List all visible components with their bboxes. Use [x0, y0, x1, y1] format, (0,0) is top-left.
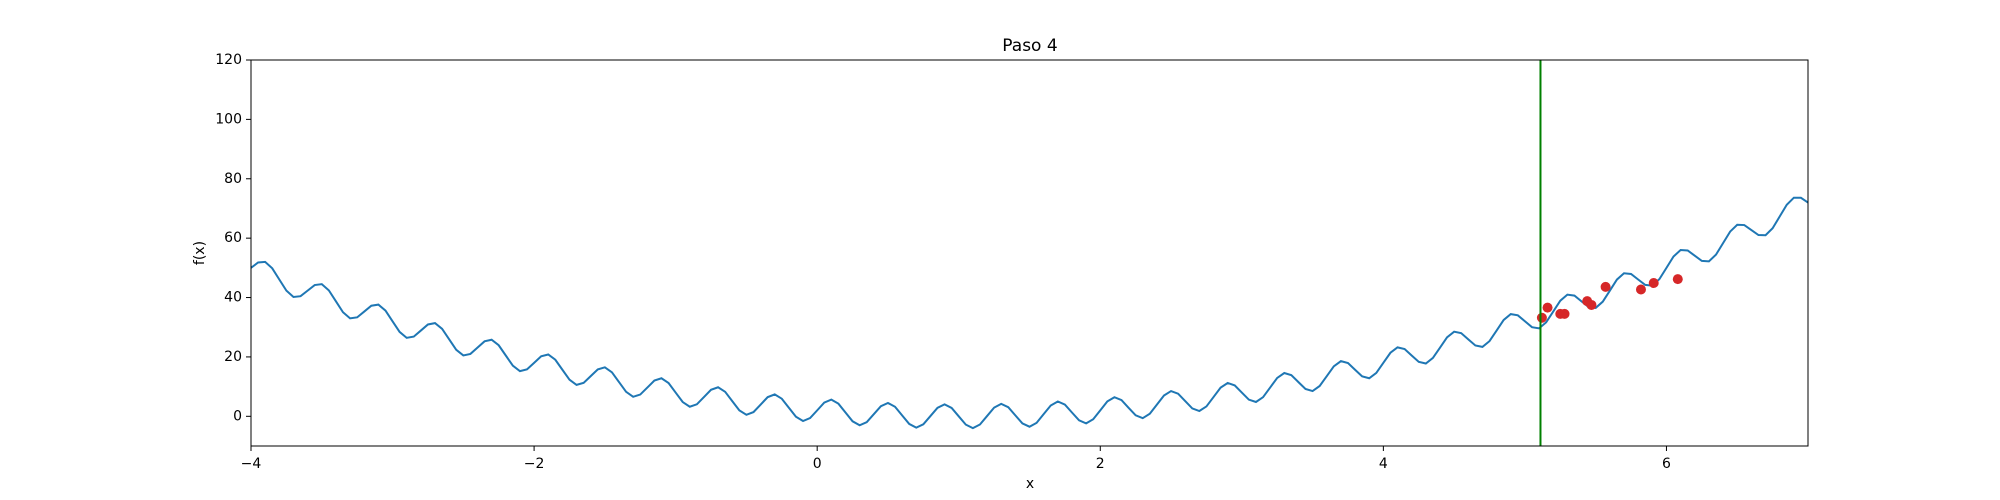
y-tick-label: 20	[224, 349, 242, 365]
scatter-point	[1536, 312, 1547, 323]
y-tick-label: 40	[224, 290, 242, 306]
x-tick-label: −2	[524, 456, 545, 472]
x-tick-label: −4	[241, 456, 262, 472]
y-tick-label: 0	[233, 408, 242, 424]
scatter-point	[1672, 274, 1683, 285]
scatter-point	[1559, 308, 1570, 319]
y-tick-label: 80	[224, 171, 242, 187]
y-axis-label: f(x)	[192, 241, 208, 265]
plot-frame	[250, 59, 1809, 447]
scatter-point	[1635, 284, 1646, 295]
x-axis-label: x	[1026, 476, 1034, 492]
x-tick-label: 0	[813, 456, 822, 472]
scatter-point	[1648, 277, 1659, 288]
y-tick-label: 120	[215, 52, 242, 68]
x-tick-label: 2	[1096, 456, 1105, 472]
y-tick-label: 100	[215, 111, 242, 127]
scatter-point	[1600, 281, 1611, 292]
x-tick-label: 6	[1662, 456, 1671, 472]
chart-title: Paso 4	[1002, 36, 1057, 56]
scatter-point	[1542, 302, 1553, 313]
y-tick-label: 60	[224, 230, 242, 246]
scatter-point	[1586, 299, 1597, 310]
line-series	[251, 196, 1808, 430]
x-tick-label: 4	[1379, 456, 1388, 472]
